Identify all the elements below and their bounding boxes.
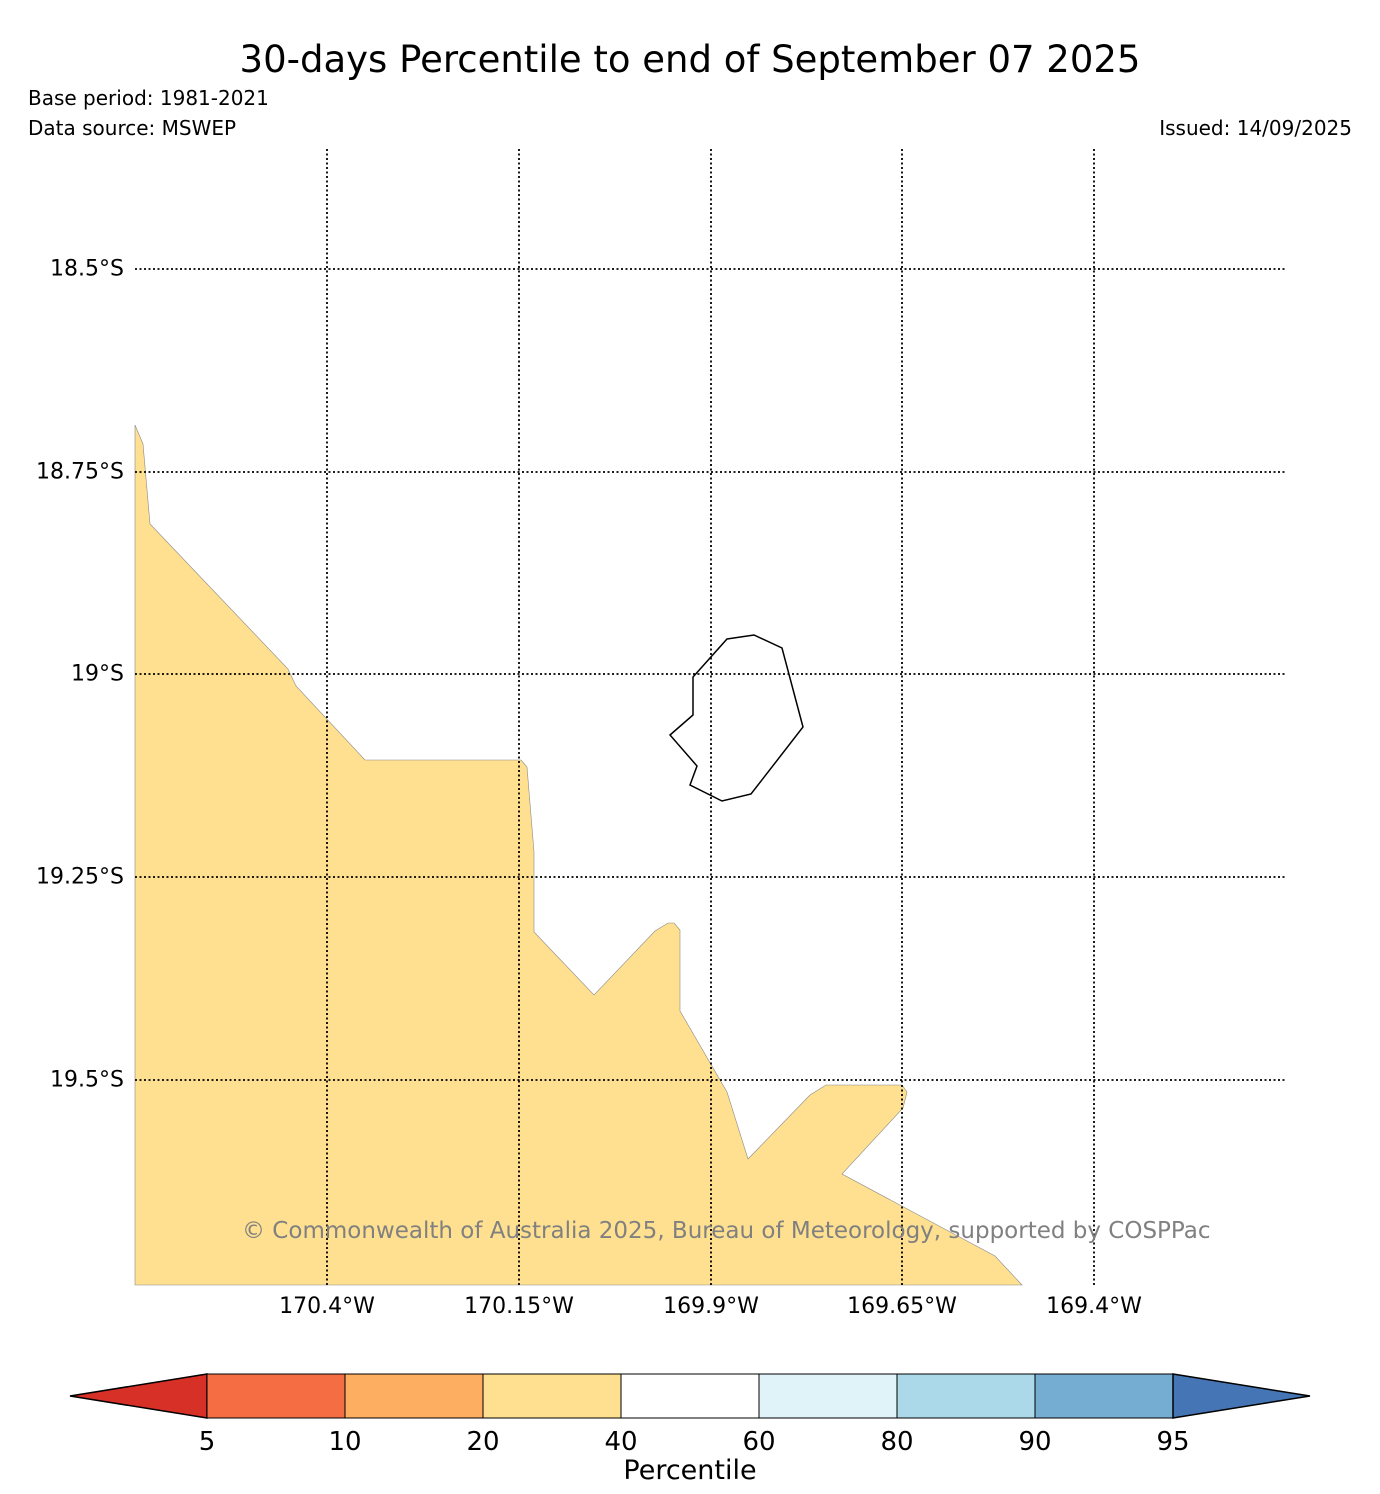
colorbar-tick-label: 10 (328, 1427, 362, 1457)
colorbar-segment (1034, 1373, 1174, 1419)
colorbar-tick-label: 60 (742, 1427, 776, 1457)
lon-label: 169.65°W (847, 1294, 957, 1319)
colorbar-segment (896, 1373, 1036, 1419)
lat-label: 19.5°S (50, 1067, 124, 1093)
base-period-text: Base period: 1981-2021 (28, 86, 269, 110)
graticule (135, 149, 1285, 1285)
colorbar-segment (758, 1373, 898, 1419)
colorbar-tick-label: 20 (466, 1427, 500, 1457)
lat-label: 19°S (71, 661, 124, 687)
island-outline (668, 634, 804, 802)
colorbar-segment (482, 1373, 622, 1419)
colorbar-tick-label: 95 (1156, 1427, 1190, 1457)
lon-label: 170.4°W (279, 1294, 375, 1319)
colorbar (69, 1373, 1311, 1419)
lat-label: 18.5°S (50, 256, 124, 282)
colorbar-segment (344, 1373, 484, 1419)
colorbar-tick-label: 80 (880, 1427, 914, 1457)
issued-date-text: Issued: 14/09/2025 (1159, 116, 1352, 140)
colorbar-label: Percentile (623, 1455, 757, 1486)
colorbar-tick-label: 40 (604, 1427, 638, 1457)
colorbar-tick-label: 5 (198, 1427, 216, 1457)
colorbar-tick-label: 90 (1018, 1427, 1052, 1457)
lat-label: 19.25°S (36, 864, 124, 890)
data-source-text: Data source: MSWEP (28, 116, 237, 140)
colorbar-segment (206, 1373, 346, 1419)
copyright-text: © Commonwealth of Australia 2025, Bureau… (242, 1218, 1211, 1244)
page-title: 30-days Percentile to end of September 0… (239, 38, 1141, 81)
percentile-fill-region (134, 424, 1023, 1286)
colorbar-low-extension (69, 1373, 208, 1419)
lon-label: 170.15°W (464, 1294, 574, 1319)
lon-label: 169.9°W (663, 1294, 759, 1319)
lat-label: 18.75°S (36, 459, 124, 485)
colorbar-segment (620, 1373, 760, 1419)
colorbar-high-extension (1172, 1373, 1311, 1419)
lon-label: 169.4°W (1046, 1294, 1142, 1319)
